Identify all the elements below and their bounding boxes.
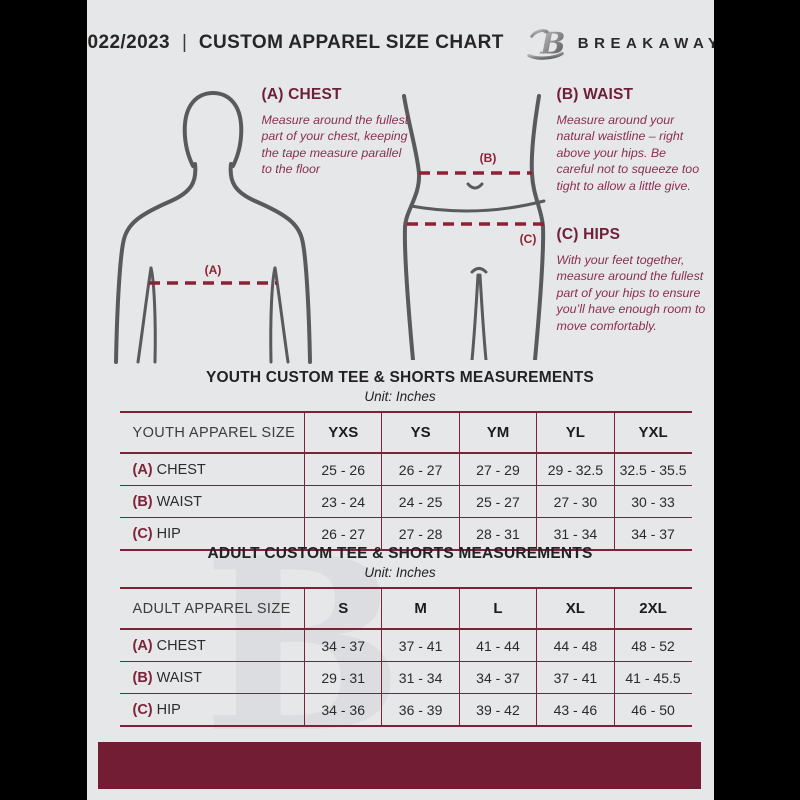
size-chart-page: B 2022/2023 | CUSTOM APPAREL SIZE CHART … [86,0,714,800]
row-label: (B) WAIST [132,493,203,510]
cell: 29 - 32.5 [536,453,615,486]
column-header-m: M [381,588,460,629]
chest-line-label: (A) [204,263,221,277]
instruction-chest-heading: (A) CHEST [261,86,342,103]
instruction-chest: (A) CHEST Measure around the fullest par… [262,86,414,178]
cell: 37 - 41 [381,629,460,662]
cell: 34 - 37 [613,517,692,550]
column-header-l: L [458,588,537,629]
row-label: (C) HIP [132,525,181,542]
column-header-s: S [303,588,382,629]
cell: 41 - 44 [458,629,537,662]
column-header-ys: YS [381,412,460,453]
youth-size-column-header: YOUTH APPAREL SIZE [132,424,296,441]
instruction-hips-heading: (C) HIPS [556,226,621,243]
youth-table-title: YOUTH CUSTOM TEE & SHORTS MEASUREMENTS [206,369,594,386]
cell: 28 - 31 [458,517,537,550]
cell: 37 - 41 [536,661,615,694]
adult-table-section: ADULT CUSTOM TEE & SHORTS MEASUREMENTS U… [87,545,714,727]
cell: 32.5 - 35.5 [613,453,692,486]
cell: 41 - 45.5 [613,661,692,694]
header: 2022/2023 | CUSTOM APPAREL SIZE CHART B … [87,24,714,62]
table-row-adult-hip: (C) HIP 34 - 36 36 - 39 39 - 42 43 - 46 4… [119,693,692,726]
cell: 46 - 50 [613,693,692,726]
table-row-youth-hip: (C) HIP 26 - 27 27 - 28 28 - 31 31 - 34 3… [119,517,692,550]
cell: 43 - 46 [536,693,615,726]
row-label: (C) HIP [132,701,181,718]
cell: 24 - 25 [381,485,460,518]
table-row-adult-chest: (A) CHEST 34 - 37 37 - 41 41 - 44 44 - 48… [119,629,692,662]
waist-line-label: (B) [479,151,496,165]
instruction-chest-text: Measure around the fullest part of your … [261,113,409,177]
measurement-diagrams: (A) (B) (C) (A) CHEST Measure around the… [87,80,714,368]
column-header-xl: XL [536,588,615,629]
cell: 31 - 34 [536,517,615,550]
cell: 36 - 39 [381,693,460,726]
youth-size-table: YOUTH APPAREL SIZE YXS YS YM YL YXL (A) C… [119,411,692,551]
column-header-yl: YL [536,412,615,453]
cell: 44 - 48 [536,629,615,662]
table-row-youth-chest: (A) CHEST 25 - 26 26 - 27 27 - 29 29 - 32… [119,453,692,486]
cell: 34 - 37 [458,661,537,694]
adult-size-column-header: ADULT APPAREL SIZE [132,600,291,617]
instruction-hips: (C) HIPS With your feet together, measur… [557,226,707,334]
page-title: CUSTOM APPAREL SIZE CHART [198,32,504,53]
column-header-yxl: YXL [613,412,692,453]
cell: 34 - 36 [303,693,382,726]
row-label: (B) WAIST [132,669,203,686]
youth-header-row: YOUTH APPAREL SIZE YXS YS YM YL YXL [119,412,692,453]
cell: 27 - 28 [381,517,460,550]
table-row-youth-waist: (B) WAIST 23 - 24 24 - 25 25 - 27 27 - 30… [119,485,692,518]
brand-name: BREAKAWAY [577,34,714,52]
adult-header-row: ADULT APPAREL SIZE S M L XL 2XL [119,588,692,629]
column-header-2xl: 2XL [613,588,692,629]
adult-table-unit: Unit: Inches [364,565,436,580]
cell: 30 - 33 [613,485,692,518]
breakaway-logo-icon: B [526,23,568,63]
cell: 29 - 31 [303,661,382,694]
header-divider: | [181,32,187,53]
instruction-waist-heading: (B) WAIST [556,86,634,103]
footer-bar [97,742,701,789]
adult-table-title: ADULT CUSTOM TEE & SHORTS MEASUREMENTS [207,545,593,562]
header-year: 2022/2023 [87,32,170,53]
table-row-adult-waist: (B) WAIST 29 - 31 31 - 34 34 - 37 37 - 41… [119,661,692,694]
cell: 31 - 34 [381,661,460,694]
cell: 48 - 52 [613,629,692,662]
cell: 23 - 24 [303,485,382,518]
row-label: (A) CHEST [132,637,206,654]
instruction-waist: (B) WAIST Measure around your natural wa… [557,86,707,194]
cell: 26 - 27 [303,517,382,550]
adult-size-table: ADULT APPAREL SIZE S M L XL 2XL (A) CHEST… [119,587,692,727]
instruction-hips-text: With your feet together, measure around … [556,253,706,333]
column-header-ym: YM [458,412,537,453]
cell: 34 - 37 [303,629,382,662]
cell: 27 - 29 [458,453,537,486]
cell: 25 - 26 [303,453,382,486]
cell: 27 - 30 [536,485,615,518]
youth-table-unit: Unit: Inches [364,389,436,404]
cell: 39 - 42 [458,693,537,726]
instruction-waist-text: Measure around your natural waistline – … [556,113,700,193]
cell: 26 - 27 [381,453,460,486]
upper-body-figure-icon: (A) [113,91,312,364]
lower-body-figure-icon: (B) (C) [401,94,549,360]
row-label: (A) CHEST [132,461,206,478]
column-header-yxs: YXS [303,412,382,453]
youth-table-section: YOUTH CUSTOM TEE & SHORTS MEASUREMENTS U… [87,369,714,551]
cell: 25 - 27 [458,485,537,518]
hip-line-label: (C) [519,232,536,246]
